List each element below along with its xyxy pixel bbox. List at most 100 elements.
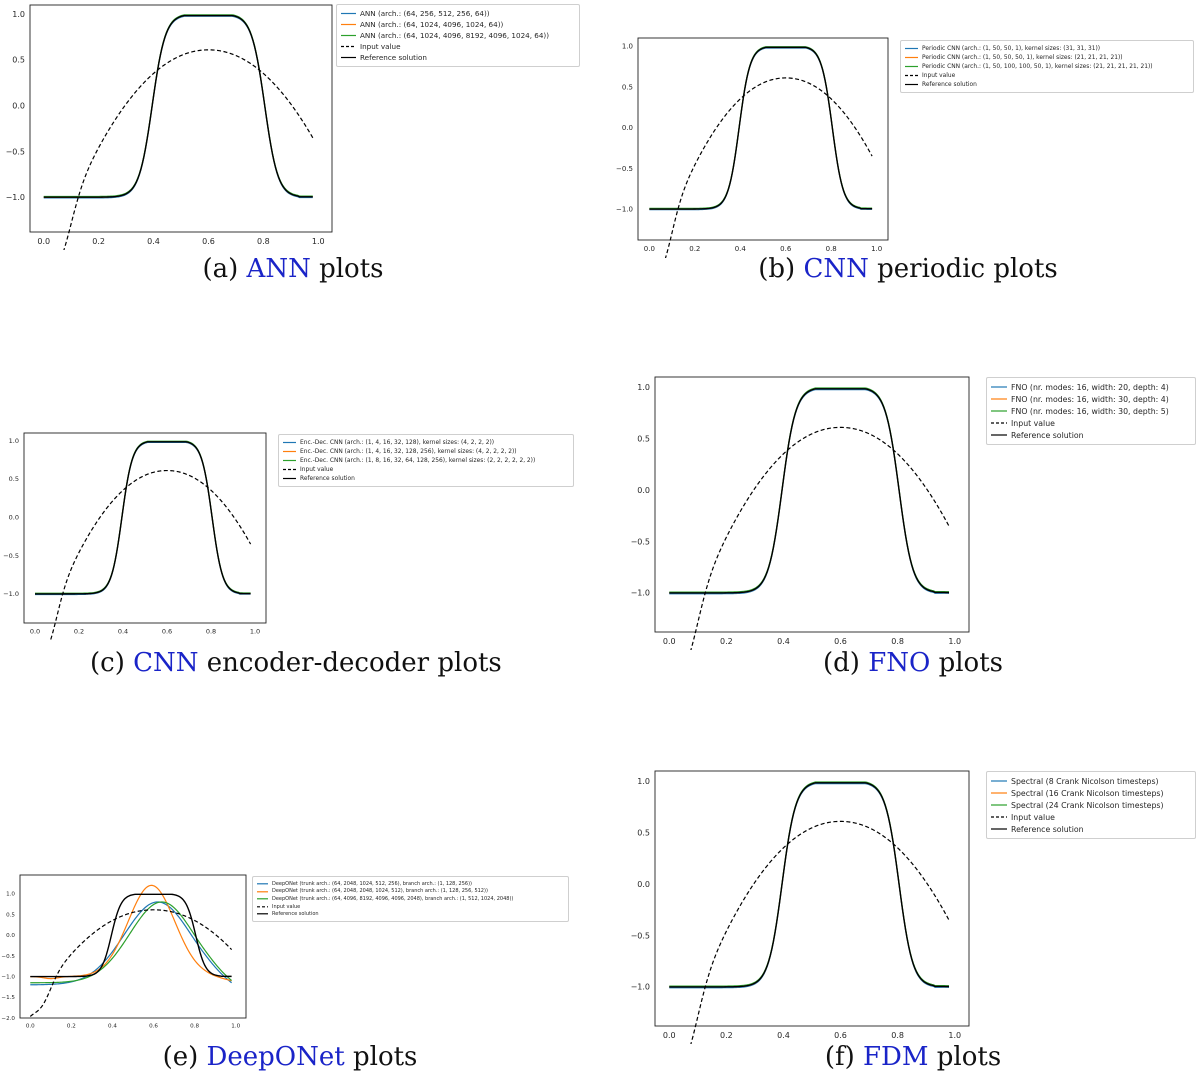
series-line-model-1	[669, 782, 950, 988]
y-tick-label: −1.5	[1, 995, 15, 1001]
y-tick-label: 1.0	[637, 383, 650, 392]
legend-entry: Enc.-Dec. CNN (arch.: (1, 4, 16, 32, 128…	[283, 438, 569, 447]
legend-entry: Spectral (8 Crank Nicolson timesteps)	[991, 775, 1191, 787]
y-tick-label: 0.0	[637, 486, 650, 495]
caption-e: (e) DeepONet plots	[150, 1042, 430, 1072]
legend-entry: ANN (arch.: (64, 1024, 4096, 1024, 64))	[341, 19, 575, 30]
series-line-model-1	[669, 388, 950, 594]
caption-link-ann[interactable]: ANN	[246, 254, 311, 284]
x-tick-label: 0.6	[834, 1031, 847, 1040]
x-tick-label: 0.0	[644, 245, 655, 253]
legend-swatch	[991, 780, 1007, 782]
series-line-model-1	[43, 14, 313, 198]
y-tick-label: 1.0	[6, 892, 15, 898]
series-line-model-0	[669, 389, 950, 595]
legend-entry: Input value	[991, 811, 1191, 823]
legend-swatch	[283, 459, 296, 462]
legend-entry: Enc.-Dec. CNN (arch.: (1, 4, 16, 32, 128…	[283, 447, 569, 456]
legend-label: Periodic CNN (arch.: (1, 50, 50, 1), ker…	[922, 45, 1101, 52]
caption-text: encoder-decoder plots	[206, 648, 502, 678]
series-line-model-0	[669, 783, 950, 989]
caption-link-fdm[interactable]: FDM	[863, 1042, 929, 1072]
caption-a: (a) ANN plots	[188, 254, 398, 284]
y-tick-label: 0.5	[637, 828, 650, 837]
y-tick-label: −1.0	[1, 975, 15, 981]
legend-swatch	[905, 47, 918, 50]
series-line-model-1	[649, 46, 873, 210]
legend-entry: DeepONet (trunk arch.: (64, 2048, 2048, …	[257, 888, 564, 896]
caption-link-cnn[interactable]: CNN	[133, 648, 199, 678]
series-line-input	[648, 77, 873, 288]
legend-label: Periodic CNN (arch.: (1, 50, 50, 50, 1),…	[922, 54, 1123, 61]
y-tick-label: −0.5	[6, 147, 25, 156]
y-tick-label: −1.0	[616, 205, 633, 213]
y-tick-label: −0.5	[1, 954, 15, 960]
caption-b: (b) CNN periodic plots	[738, 254, 1078, 284]
chart-panel-a: 0.0 0.2 0.4 0.6 0.8 1.0 −1.0 −0.5 0.0 0.5 1.0	[0, 1, 338, 286]
caption-label: (f)	[824, 1042, 855, 1072]
x-tick-label: 0.2	[689, 245, 700, 253]
caption-link-cnn[interactable]: CNN	[803, 254, 869, 284]
series-line-model-0	[649, 47, 873, 211]
legend-swatch	[991, 422, 1007, 424]
x-tick-label: 0.8	[891, 1031, 904, 1040]
legend-swatch	[905, 83, 918, 86]
legend-swatch	[257, 890, 268, 892]
legend-entry: ANN (arch.: (64, 256, 512, 256, 64))	[341, 8, 575, 19]
legend-entry: FNO (nr. modes: 16, width: 20, depth: 4)	[991, 381, 1191, 393]
legend-label: Input value	[272, 903, 301, 910]
series-line-input	[668, 426, 950, 693]
series-line-model-0	[43, 15, 313, 199]
legend-swatch	[283, 468, 296, 471]
y-tick-label: 0.0	[622, 124, 633, 132]
y-tick-label: 1.0	[622, 43, 633, 51]
y-tick-label: −1.0	[631, 983, 650, 992]
legend-entry: DeepONet (trunk arch.: (64, 4096, 8192, …	[257, 895, 564, 903]
series-line-model-1	[35, 441, 251, 595]
legend-label: Reference solution	[300, 475, 355, 482]
y-tick-label: −0.5	[631, 931, 650, 940]
legend-d: FNO (nr. modes: 16, width: 20, depth: 4)…	[986, 377, 1196, 445]
legend-swatch	[257, 913, 268, 915]
legend-label: FNO (nr. modes: 16, width: 30, depth: 4)	[1011, 394, 1169, 404]
x-tick-label: 0.0	[26, 1024, 35, 1030]
legend-swatch	[341, 23, 356, 26]
y-tick-label: −0.5	[631, 537, 650, 546]
x-tick-label: 0.2	[74, 628, 84, 636]
caption-text: plots	[936, 1042, 1002, 1072]
y-tick-label: −2.0	[1, 1016, 15, 1022]
legend-entry: FNO (nr. modes: 16, width: 30, depth: 5)	[991, 405, 1191, 417]
caption-label: (c)	[90, 648, 125, 678]
legend-swatch	[257, 898, 268, 900]
caption-link-deeponet[interactable]: DeepONet	[206, 1042, 345, 1072]
legend-swatch	[283, 450, 296, 453]
chart-panel-d: 0.0 0.2 0.4 0.6 0.8 1.0 −1.0 −0.5 0.0 0.5 1.0	[625, 373, 975, 693]
x-tick-label: 0.8	[190, 1024, 199, 1030]
x-tick-label: 0.8	[206, 628, 216, 636]
y-tick-label: 1.0	[9, 437, 19, 445]
series-line-model-2	[43, 14, 313, 198]
legend-swatch	[991, 804, 1007, 806]
series-line-reference	[43, 14, 313, 198]
legend-entry: ANN (arch.: (64, 1024, 4096, 8192, 4096,…	[341, 30, 575, 41]
series-line-input	[34, 469, 252, 668]
series-line-model-2	[669, 387, 950, 593]
series-line-reference	[649, 46, 873, 210]
y-tick-label: 0.5	[637, 434, 650, 443]
legend-entry: DeepONet (trunk arch.: (64, 2048, 1024, …	[257, 880, 564, 888]
legend-entry: Reference solution	[283, 474, 569, 483]
x-tick-label: 0.0	[30, 628, 40, 636]
legend-f: Spectral (8 Crank Nicolson timesteps) Spe…	[986, 771, 1196, 839]
legend-swatch	[341, 34, 356, 37]
legend-label: ANN (arch.: (64, 1024, 4096, 8192, 4096,…	[360, 31, 550, 40]
caption-text: periodic plots	[877, 254, 1058, 284]
y-tick-label: −0.5	[3, 552, 19, 560]
legend-swatch	[341, 45, 356, 48]
legend-entry: Input value	[257, 903, 564, 911]
legend-label: Input value	[360, 42, 401, 51]
legend-swatch	[991, 386, 1007, 388]
legend-entry: Input value	[905, 71, 1189, 80]
caption-link-fno[interactable]: FNO	[868, 648, 931, 678]
legend-label: Spectral (16 Crank Nicolson timesteps)	[1011, 788, 1164, 798]
legend-entry: FNO (nr. modes: 16, width: 30, depth: 4)	[991, 393, 1191, 405]
